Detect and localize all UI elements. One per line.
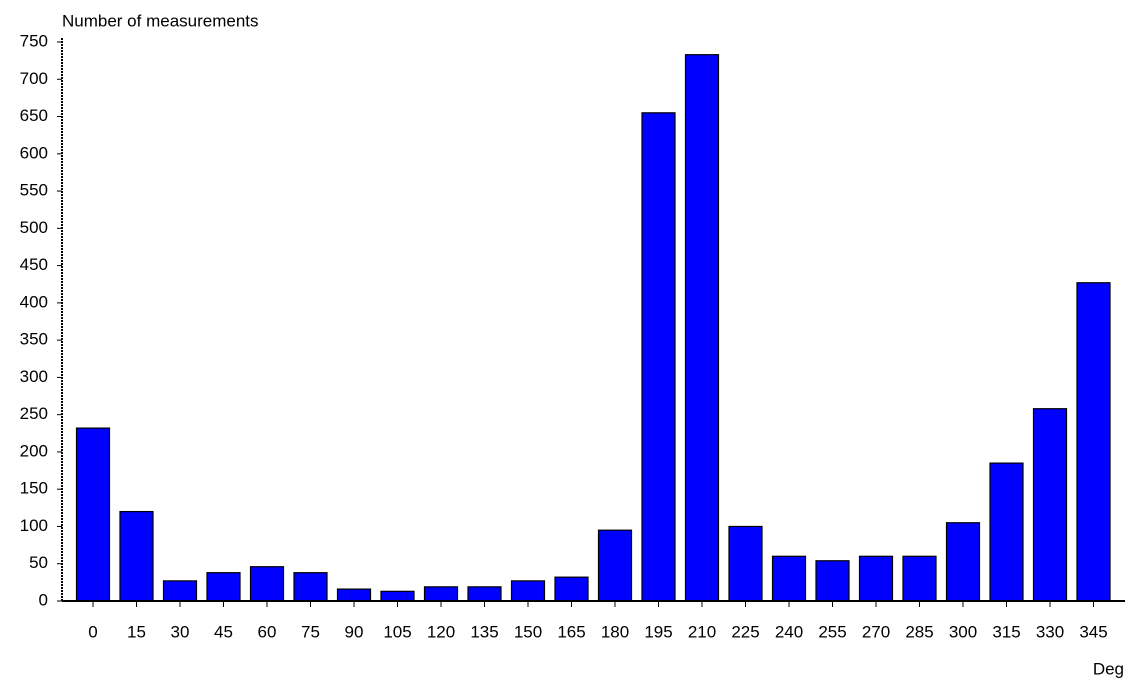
- y-tick-label: 100: [20, 516, 48, 535]
- x-tick-label: 255: [818, 622, 846, 641]
- bar: [554, 576, 589, 602]
- x-tick-label: 45: [214, 622, 233, 641]
- x-tick-label: 135: [470, 622, 498, 641]
- bar: [641, 112, 676, 602]
- bar: [162, 580, 198, 602]
- x-tick-label: 150: [514, 622, 542, 641]
- y-tick-label: 500: [20, 218, 48, 237]
- y-axis-title: Number of measurements: [62, 11, 259, 30]
- x-tick-label: 90: [345, 622, 364, 641]
- y-tick-label: 400: [20, 292, 48, 311]
- y-tick-label: 50: [29, 553, 48, 572]
- bar: [467, 586, 502, 602]
- y-tick-label: 0: [39, 590, 48, 609]
- bar: [380, 590, 415, 602]
- bar: [728, 525, 763, 602]
- y-tick-label: 700: [20, 69, 48, 88]
- bar: [75, 427, 111, 602]
- x-tick-label: 195: [644, 622, 672, 641]
- bar: [902, 555, 937, 602]
- y-tick-label: 150: [20, 479, 48, 498]
- bar: [1032, 408, 1068, 602]
- x-tick-label: 300: [949, 622, 977, 641]
- x-tick-label: 285: [905, 622, 933, 641]
- y-tick-label: 250: [20, 404, 48, 423]
- x-tick-label: 0: [88, 622, 97, 641]
- x-tick-label: 180: [601, 622, 629, 641]
- y-tick-label: 550: [20, 181, 48, 200]
- bar: [858, 555, 894, 602]
- y-tick-label: 750: [20, 31, 48, 50]
- bar: [206, 572, 241, 602]
- x-tick-label: 225: [731, 622, 759, 641]
- x-tick-label: 15: [127, 622, 146, 641]
- bar: [1076, 282, 1111, 602]
- x-tick-label: 60: [258, 622, 277, 641]
- bar: [336, 588, 372, 602]
- bar: [510, 580, 546, 602]
- bar: [815, 560, 850, 602]
- x-tick-label: 210: [688, 622, 716, 641]
- x-tick-label: 240: [775, 622, 803, 641]
- x-tick-label: 30: [171, 622, 190, 641]
- y-tick-label: 200: [20, 441, 48, 460]
- bar: [945, 522, 981, 602]
- y-tick-label: 350: [20, 330, 48, 349]
- x-tick-label: 270: [862, 622, 890, 641]
- x-tick-label: 75: [301, 622, 320, 641]
- bar: [293, 572, 328, 602]
- bar: [684, 54, 720, 602]
- y-tick-label: 600: [20, 143, 48, 162]
- x-tick-label: 105: [383, 622, 411, 641]
- bar: [989, 462, 1024, 602]
- x-tick-label: 315: [992, 622, 1020, 641]
- x-axis-title: Deg: [1093, 659, 1124, 678]
- x-tick-label: 165: [557, 622, 585, 641]
- y-tick-label: 450: [20, 255, 48, 274]
- x-tick-label: 120: [427, 622, 455, 641]
- y-tick-label: 300: [20, 367, 48, 386]
- bar: [771, 555, 807, 602]
- bar: [119, 510, 154, 602]
- bar: [249, 566, 285, 602]
- bar: [423, 586, 459, 602]
- x-tick-label: 330: [1036, 622, 1064, 641]
- y-tick-label: 650: [20, 106, 48, 125]
- x-tick-label: 345: [1079, 622, 1107, 641]
- bar: [597, 529, 633, 602]
